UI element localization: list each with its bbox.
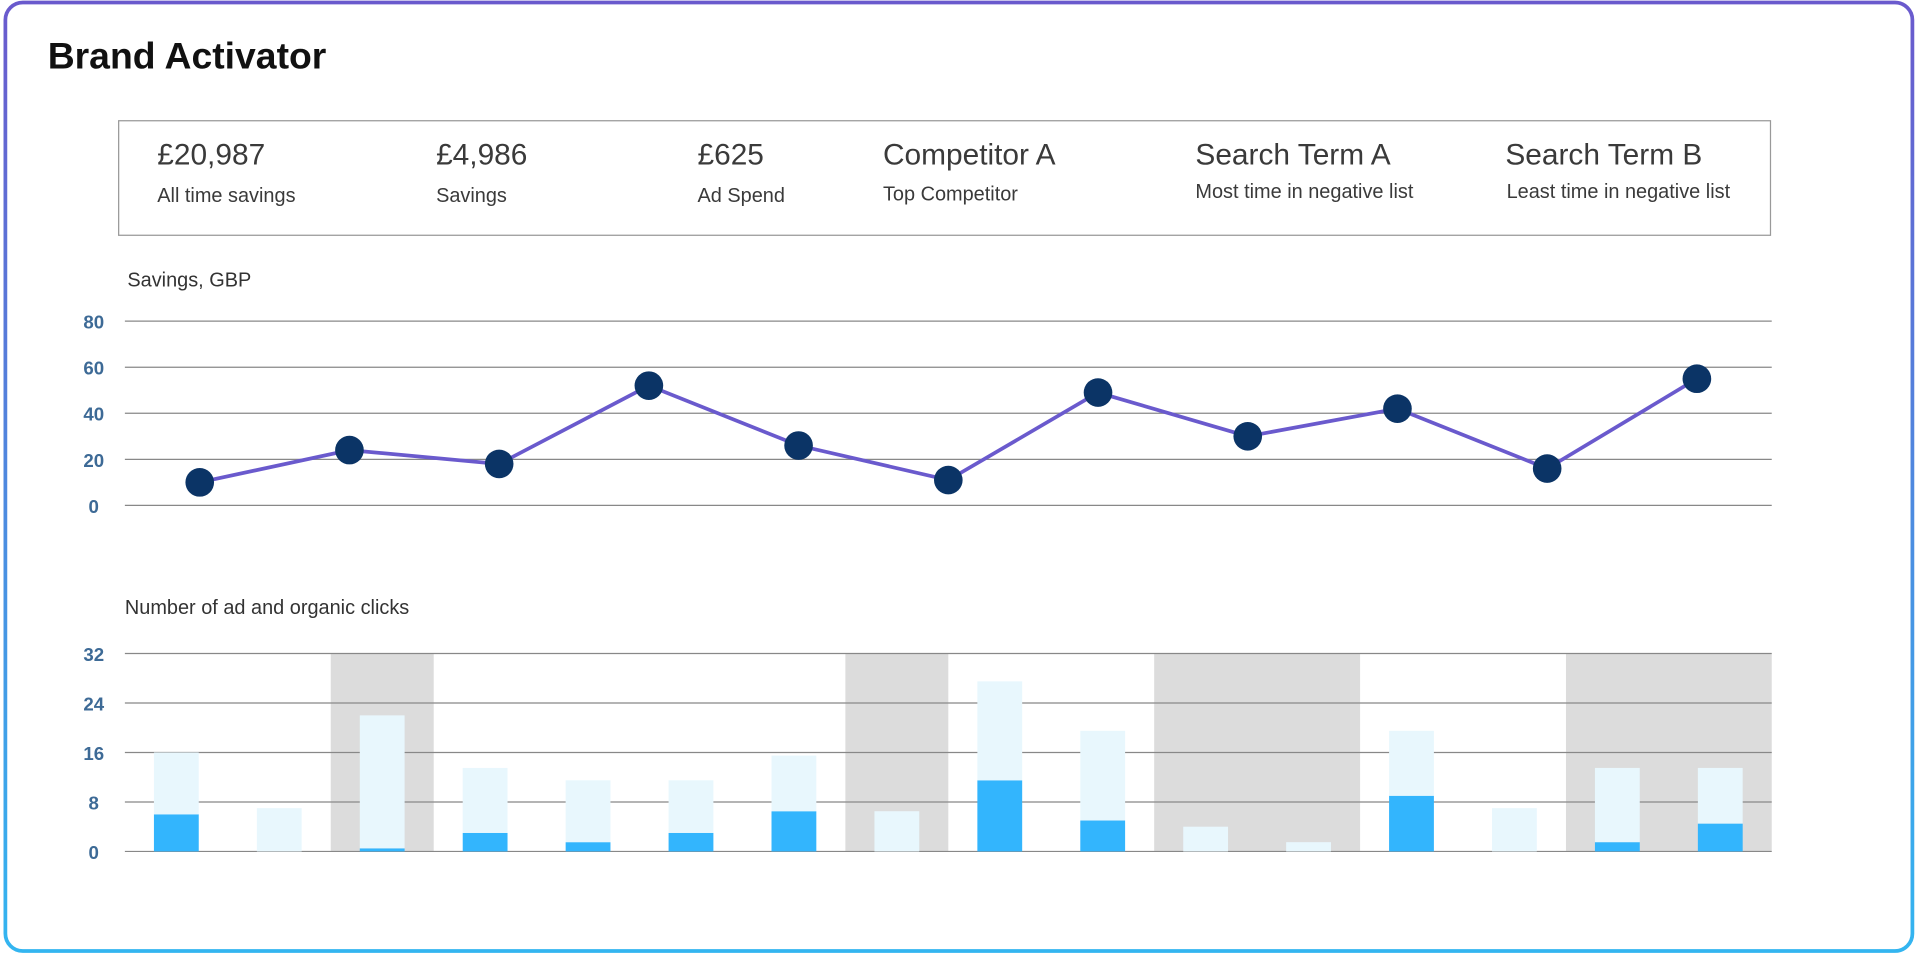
kpi-label: All time savings bbox=[157, 185, 295, 207]
point bbox=[1383, 394, 1412, 423]
bar bbox=[565, 842, 611, 852]
point bbox=[484, 449, 514, 479]
y-tick-label: 40 bbox=[83, 404, 104, 425]
bar bbox=[1286, 842, 1331, 852]
point bbox=[634, 371, 664, 400]
bar bbox=[1080, 730, 1126, 821]
bar bbox=[462, 767, 508, 833]
y-tick-label: 24 bbox=[83, 693, 104, 714]
bar bbox=[565, 780, 611, 843]
bar bbox=[668, 780, 714, 833]
bar bbox=[153, 752, 199, 815]
bar bbox=[359, 715, 405, 849]
bar bbox=[1389, 795, 1434, 852]
bar bbox=[153, 814, 199, 852]
kpi-box bbox=[118, 120, 1772, 236]
bar bbox=[1389, 730, 1434, 796]
point bbox=[1682, 364, 1712, 394]
bar bbox=[771, 811, 817, 852]
chart-title: Number of ad and organic clicks bbox=[125, 597, 409, 619]
y-tick-label: 8 bbox=[89, 792, 99, 813]
bar bbox=[256, 808, 302, 852]
point bbox=[1083, 378, 1113, 407]
bar bbox=[462, 832, 508, 852]
chart-title: Savings, GBP bbox=[127, 270, 251, 292]
bar bbox=[977, 780, 1023, 852]
y-tick-label: 60 bbox=[83, 358, 104, 379]
kpi-label: Least time in negative list bbox=[1507, 181, 1731, 203]
bar bbox=[1183, 826, 1229, 852]
y-tick-label: 80 bbox=[83, 312, 104, 333]
page-title: Brand Activator bbox=[48, 34, 327, 76]
y-tick-label: 20 bbox=[83, 450, 104, 471]
y-tick-label: 0 bbox=[89, 496, 99, 517]
y-tick-label: 16 bbox=[83, 743, 104, 764]
kpi-value: £20,987 bbox=[157, 139, 265, 172]
bar bbox=[1697, 767, 1743, 824]
point bbox=[933, 465, 963, 495]
bar bbox=[1080, 820, 1126, 852]
kpi-value: £625 bbox=[697, 139, 763, 172]
point bbox=[1233, 421, 1263, 451]
bar bbox=[1594, 767, 1640, 843]
y-tick-label: 32 bbox=[83, 644, 104, 665]
bar bbox=[874, 811, 920, 852]
kpi-value: Search Term A bbox=[1195, 139, 1390, 172]
bar bbox=[668, 832, 714, 852]
kpi-value: £4,986 bbox=[436, 139, 527, 172]
kpi-label: Top Competitor bbox=[883, 184, 1018, 206]
bar bbox=[1697, 823, 1743, 852]
point bbox=[185, 468, 215, 497]
bar bbox=[359, 848, 405, 852]
bar bbox=[771, 755, 817, 812]
point bbox=[1532, 454, 1562, 483]
bar bbox=[977, 681, 1023, 781]
kpi-label: Most time in negative list bbox=[1195, 181, 1413, 203]
point bbox=[784, 431, 813, 460]
kpi-label: Ad Spend bbox=[697, 185, 784, 207]
kpi-label: Savings bbox=[436, 185, 507, 207]
point bbox=[335, 435, 364, 465]
y-tick-label: 0 bbox=[89, 842, 99, 863]
kpi-value: Search Term B bbox=[1505, 139, 1702, 172]
bar bbox=[1594, 842, 1640, 852]
kpi-value: Competitor A bbox=[883, 139, 1056, 172]
bar bbox=[1492, 808, 1537, 852]
